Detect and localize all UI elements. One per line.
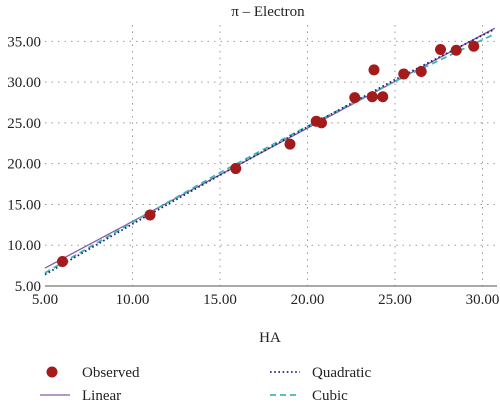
- legend-label-linear: Linear: [82, 388, 121, 404]
- observed-point: [316, 117, 327, 129]
- series-line-quadratic: [44, 28, 496, 276]
- observed-point: [435, 43, 446, 55]
- fit-lines: [44, 27, 496, 276]
- y-tick-label: 10.00: [7, 238, 41, 254]
- observed-point: [144, 209, 156, 221]
- series-line-linear: [44, 27, 496, 269]
- observed-point: [377, 91, 389, 103]
- x-tick-label: 20.00: [291, 292, 325, 308]
- y-tick-label: 30.00: [7, 75, 41, 91]
- observed-point: [349, 92, 361, 104]
- y-tick-label: 25.00: [7, 116, 41, 132]
- observed-point: [366, 91, 378, 103]
- series-line-cubic: [44, 33, 496, 274]
- x-tick-label: 15.00: [203, 292, 237, 308]
- observed-point: [398, 68, 410, 80]
- y-tick-label: 5.00: [15, 279, 41, 295]
- grid: [45, 25, 497, 286]
- observed-point: [468, 40, 480, 52]
- legend-swatch-observed: [46, 366, 58, 378]
- observed-point: [284, 138, 296, 150]
- legend: Observed Linear Quadratic Cubic: [40, 365, 371, 404]
- x-axis-label: HA: [259, 330, 281, 346]
- observed-point: [230, 163, 242, 175]
- observed-point: [415, 65, 427, 77]
- x-tick-label: 10.00: [116, 292, 150, 308]
- y-tick-label: 20.00: [7, 157, 41, 173]
- observed-point: [57, 256, 68, 268]
- legend-label-quadratic: Quadratic: [312, 365, 371, 381]
- y-tick-label: 35.00: [7, 34, 41, 50]
- chart-title: π – Electron: [231, 4, 305, 20]
- x-tick-label: 25.00: [378, 292, 412, 308]
- observed-point: [450, 44, 462, 56]
- y-tick-label: 15.00: [7, 197, 41, 213]
- x-tick-label: 5.00: [32, 292, 58, 308]
- y-tick-labels: 5.00 10.00 15.00 20.00 25.00 30.00 35.00: [7, 34, 41, 295]
- x-tick-label: 30.00: [466, 292, 500, 308]
- observed-point: [368, 64, 380, 76]
- legend-label-cubic: Cubic: [312, 388, 348, 404]
- legend-label-observed: Observed: [82, 365, 140, 381]
- observed-points: [57, 40, 480, 268]
- x-tick-labels: 5.00 10.00 15.00 20.00 25.00 30.00: [32, 292, 500, 308]
